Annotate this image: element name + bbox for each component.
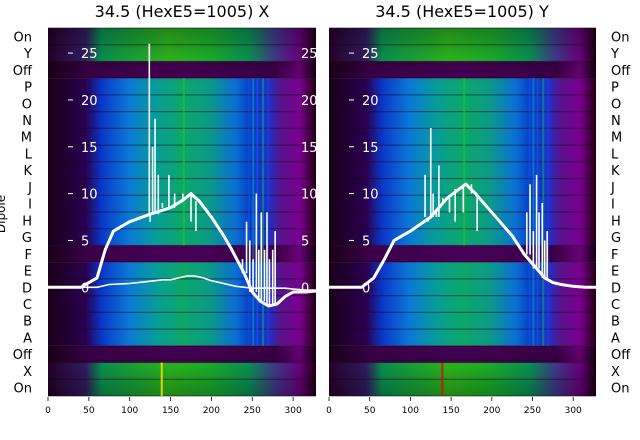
panel-x: 34.5 (HexE5=1005) X 25201510502520151050… <box>45 2 317 416</box>
x-axis: 0 50 100 150 200 250 300 <box>45 397 302 416</box>
x-tick-label: 150 <box>443 406 460 416</box>
inner-y-tick-label: 5 <box>301 234 309 249</box>
edge-shade <box>329 28 596 396</box>
row-label: Y <box>23 47 32 62</box>
row-label: Off <box>13 64 33 79</box>
x-tick-label: 300 <box>285 406 302 416</box>
row-label: D <box>611 281 621 296</box>
row-label: A <box>611 331 620 346</box>
x-tick-label: 0 <box>45 406 51 416</box>
row-label: K <box>611 164 620 179</box>
heatmap-rows <box>329 27 596 396</box>
stripe <box>463 78 465 245</box>
x-tick-label: 200 <box>483 406 500 416</box>
stripe <box>252 78 254 346</box>
row-label: L <box>611 147 619 162</box>
row-label: P <box>24 81 32 96</box>
stripe <box>547 78 549 346</box>
x-tick-label: 50 <box>83 406 95 416</box>
x-axis: 0 50 100 150 200 250 300 <box>326 397 582 416</box>
row-label: G <box>22 231 32 246</box>
row-label: Off <box>611 64 631 79</box>
row-label: G <box>611 231 621 246</box>
row-label: On <box>14 30 32 45</box>
x-tick-label: 0 <box>326 406 332 416</box>
x-tick-label: 250 <box>524 406 541 416</box>
row-label: Off <box>13 348 33 363</box>
row-label: J <box>27 181 32 196</box>
edge-shade <box>48 28 316 396</box>
heatmap-rows <box>48 27 316 396</box>
x-tick-label: 50 <box>364 406 376 416</box>
row-label: O <box>22 97 32 112</box>
panel-title: 34.5 (HexE5=1005) X <box>95 2 270 21</box>
row-label: C <box>611 298 620 313</box>
row-label: Y <box>610 47 619 62</box>
row-label: B <box>23 315 32 330</box>
inner-y-tick-label: 15 <box>81 141 98 156</box>
inner-y-tick-label: 25 <box>362 47 379 62</box>
inner-y-tick-label: 20 <box>81 94 98 109</box>
x-tick-label: 150 <box>162 406 179 416</box>
inner-y-tick-label: 25 <box>301 47 318 62</box>
row-label: K <box>23 164 32 179</box>
row-label: C <box>23 298 32 313</box>
stripe <box>262 78 264 346</box>
row-label: N <box>22 114 32 129</box>
hot-pixel <box>441 363 443 396</box>
stripe <box>248 78 250 346</box>
inner-y-tick-label: 15 <box>362 141 379 156</box>
inner-y-tick-label: 15 <box>301 141 318 156</box>
inner-y-tick-label: 25 <box>81 47 98 62</box>
row-label: I <box>28 198 32 213</box>
row-label: I <box>611 198 615 213</box>
row-label: On <box>611 382 629 397</box>
x-tick-label: 100 <box>402 406 419 416</box>
inner-y-tick-label: 5 <box>362 234 370 249</box>
hot-pixel <box>161 363 163 396</box>
x-tick-label: 250 <box>244 406 261 416</box>
inner-y-tick-label: 0 <box>301 281 309 296</box>
row-label: F <box>25 248 32 263</box>
row-label: E <box>611 265 619 280</box>
row-label: X <box>611 365 620 380</box>
row-label: O <box>611 97 621 112</box>
row-label: On <box>14 382 32 397</box>
row-label: D <box>22 281 32 296</box>
row-label: Off <box>611 348 631 363</box>
stripe <box>183 78 185 245</box>
row-label: L <box>25 147 33 162</box>
x-tick-label: 100 <box>121 406 138 416</box>
row-label: On <box>611 30 629 45</box>
inner-y-tick-label: 10 <box>81 188 98 203</box>
x-tick-label: 200 <box>203 406 220 416</box>
row-label: X <box>23 365 32 380</box>
row-label: M <box>21 131 32 146</box>
row-label: M <box>611 131 622 146</box>
row-label: B <box>611 315 620 330</box>
row-label: A <box>23 331 32 346</box>
row-label: H <box>22 214 32 229</box>
inner-y-tick-label: 5 <box>81 234 89 249</box>
row-label: N <box>611 114 621 129</box>
panel-title: 34.5 (HexE5=1005) Y <box>375 2 549 21</box>
inner-y-tick-label: 20 <box>301 94 318 109</box>
inner-y-tick-label: 10 <box>362 188 379 203</box>
inner-y-tick-label: 10 <box>301 188 318 203</box>
y-axis-label: Dipole <box>0 195 8 233</box>
row-label: F <box>611 248 618 263</box>
row-label: P <box>611 81 619 96</box>
row-label: E <box>24 265 32 280</box>
x-tick-label: 300 <box>565 406 582 416</box>
row-label: J <box>610 181 615 196</box>
stripe <box>533 78 535 346</box>
left-row-labels: On Y Off PONMLKJIHGFEDCBA Off X On <box>13 30 33 396</box>
row-label: H <box>611 214 621 229</box>
inner-y-tick-label: 20 <box>362 94 379 109</box>
